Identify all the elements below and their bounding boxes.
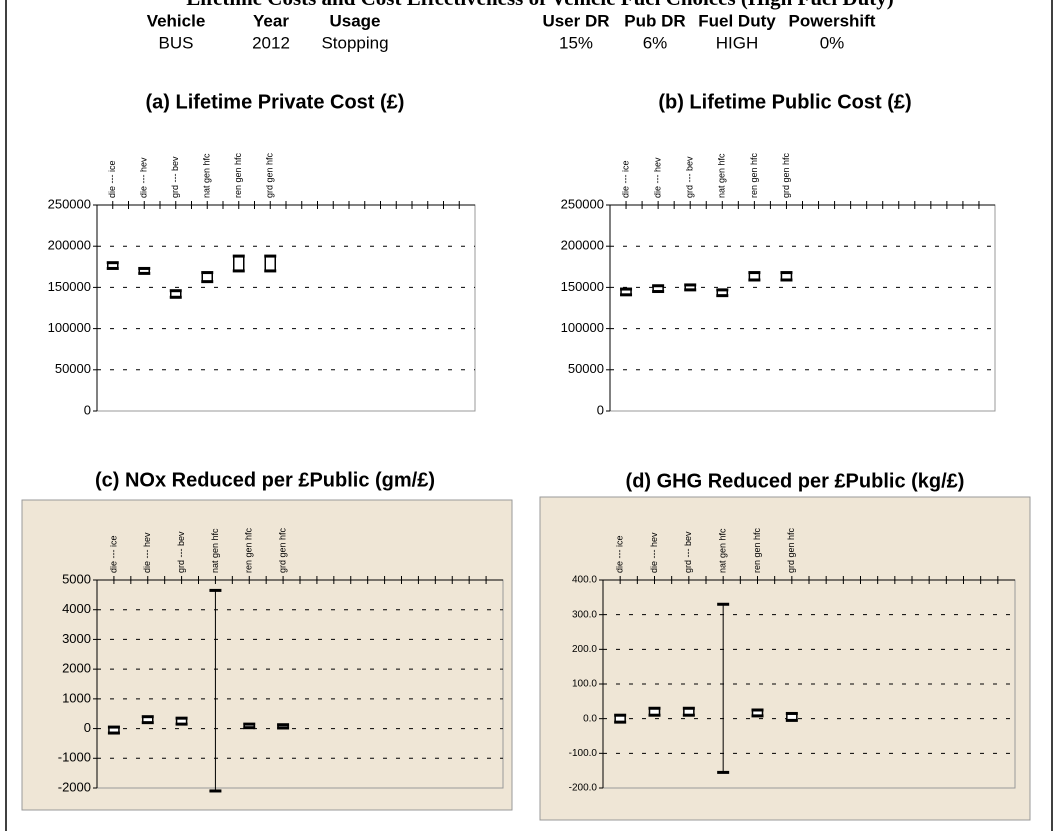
category-label: die --- hev [142, 532, 152, 573]
category-label: die --- hev [653, 157, 663, 198]
y-tick-label: 5000 [62, 571, 91, 586]
y-tick-label: 400.0 [572, 575, 597, 586]
y-tick-label: 200000 [561, 238, 604, 253]
y-tick-label: 0 [597, 402, 604, 417]
y-tick-label: -100.0 [569, 748, 598, 759]
y-tick-label: -1000 [58, 750, 91, 765]
range-box [264, 255, 276, 272]
category-label: grd --- bev [685, 156, 695, 198]
category-label: die --- hev [139, 157, 149, 198]
category-label: die --- ice [107, 160, 117, 198]
category-label: die --- ice [615, 535, 625, 573]
y-tick-label: 200.0 [572, 644, 597, 655]
category-label: grd --- bev [683, 531, 693, 573]
plot-area [96, 204, 476, 412]
header-value: HIGH [716, 33, 759, 52]
plot-area [96, 579, 504, 789]
y-tick-label: 250000 [561, 196, 604, 211]
y-tick-label: 2000 [62, 661, 91, 676]
y-tick-label: 100.0 [572, 679, 597, 690]
category-label: grd gen hfc [277, 527, 287, 573]
y-tick-label: 300.0 [572, 609, 597, 620]
category-label: ren gen hfc [749, 152, 759, 198]
y-tick-label: 0.0 [583, 713, 597, 724]
header-value: 6% [643, 33, 668, 52]
page-border [5, 0, 1053, 831]
header-label: User DR [542, 11, 609, 30]
y-tick-label: 3000 [62, 631, 91, 646]
y-tick-label: 250000 [48, 196, 91, 211]
category-label: die --- ice [620, 160, 630, 198]
chart-title: (d) GHG Reduced per £Public (kg/£) [626, 470, 965, 492]
plot-area [602, 579, 1016, 789]
category-label: grd gen hfc [265, 152, 275, 198]
category-label: ren gen hfc [233, 152, 243, 198]
header-label: Vehicle [147, 11, 206, 30]
category-label: grd gen hfc [786, 527, 796, 573]
category-label: nat gen hfc [210, 528, 220, 573]
category-label: nat gen hfc [202, 153, 212, 198]
category-label: grd --- bev [176, 531, 186, 573]
y-tick-label: 0 [84, 720, 91, 735]
y-tick-label: 4000 [62, 601, 91, 616]
category-label: die --- ice [108, 535, 118, 573]
header-value: 15% [559, 33, 593, 52]
y-tick-label: 200000 [48, 238, 91, 253]
header-value: Stopping [321, 33, 388, 52]
y-tick-label: 1000 [62, 690, 91, 705]
header-label: Powershift [789, 11, 876, 30]
category-label: grd gen hfc [781, 152, 791, 198]
plot-area [609, 204, 996, 412]
y-tick-label: 100000 [561, 320, 604, 335]
y-tick-label: 150000 [48, 279, 91, 294]
header-label: Fuel Duty [698, 11, 776, 30]
y-tick-label: -200.0 [569, 783, 598, 794]
header-value: 0% [820, 33, 845, 52]
y-tick-label: 150000 [561, 279, 604, 294]
y-tick-label: 50000 [568, 361, 604, 376]
chart-title: (b) Lifetime Public Cost (£) [658, 91, 911, 113]
header-label: Pub DR [624, 11, 685, 30]
header-label: Year [253, 11, 289, 30]
header-value: BUS [159, 33, 194, 52]
range-box [233, 255, 245, 272]
category-label: ren gen hfc [752, 527, 762, 573]
y-tick-label: 100000 [48, 320, 91, 335]
category-label: die --- hev [649, 532, 659, 573]
header-label: Usage [329, 11, 380, 30]
header-value: 2012 [252, 33, 290, 52]
page-title: Lifetime Costs and Cost Effectiveness of… [186, 0, 894, 10]
y-tick-label: 50000 [55, 361, 91, 376]
category-label: nat gen hfc [718, 528, 728, 573]
y-tick-label: 0 [84, 402, 91, 417]
category-label: grd --- bev [170, 156, 180, 198]
chart-title: (c) NOx Reduced per £Public (gm/£) [95, 469, 435, 491]
chart-title: (a) Lifetime Private Cost (£) [146, 91, 405, 113]
category-label: nat gen hfc [717, 153, 727, 198]
y-tick-label: -2000 [58, 779, 91, 794]
category-label: ren gen hfc [244, 527, 254, 573]
